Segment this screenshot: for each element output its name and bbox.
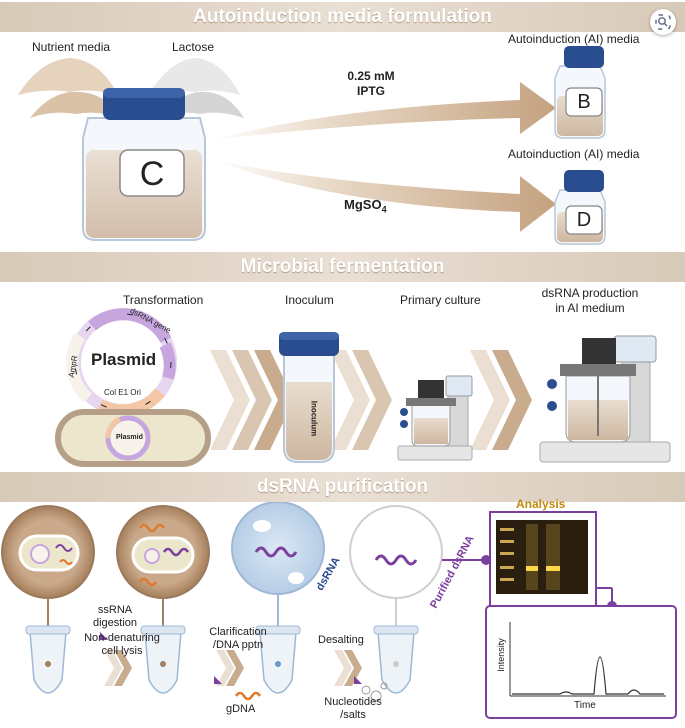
bacterium-cell xyxy=(55,409,211,467)
time-label: Time xyxy=(574,700,596,711)
plasmid-label: Plasmid xyxy=(91,350,157,369)
mgso4-label: MgSO4 xyxy=(344,197,387,215)
zoom-button[interactable] xyxy=(650,9,676,35)
clarified-dsrna-circle xyxy=(231,501,325,595)
nondenat-label-2: cell lysis xyxy=(101,645,143,657)
jar-d-label: D xyxy=(576,209,592,231)
gdna-strand xyxy=(234,691,262,701)
ai-media-b-label: Autoinduction (AI) media xyxy=(508,32,640,46)
nucleotide-circles xyxy=(361,682,388,702)
chevrons-purification xyxy=(100,632,362,686)
ai-media-d-label: Autoinduction (AI) media xyxy=(508,147,640,161)
gdna-label: gDNA xyxy=(226,703,256,715)
primary-culture-label: Primary culture xyxy=(400,293,481,307)
inoculum-tube xyxy=(279,332,339,463)
nondenat-label-1: Non-denaturing xyxy=(84,632,160,644)
banner-purification: dsRNA purification xyxy=(0,472,685,502)
jar-c xyxy=(82,88,206,241)
arrow-to-d xyxy=(212,160,556,232)
purification-tubes xyxy=(25,594,419,694)
analysis-label: Analysis xyxy=(516,497,566,511)
jar-c-label: C xyxy=(139,155,165,193)
production-fermenter xyxy=(539,335,671,463)
dsrna-production-label-2: in AI medium xyxy=(555,301,625,315)
lysis-circle xyxy=(1,505,95,599)
chevrons-transformation-to-inoculum xyxy=(210,350,294,450)
iptg-label: IPTG xyxy=(356,84,385,98)
jar-d xyxy=(554,170,606,245)
iptg-amount-label: 0.25 mM xyxy=(347,69,395,83)
ssrna-label-2: digestion xyxy=(92,617,138,629)
dsrna-production-label-1: dsRNA production xyxy=(541,286,639,300)
desalting-label: Desalting xyxy=(318,634,364,646)
ssrna-digestion-circle xyxy=(116,505,210,599)
lactose-label: Lactose xyxy=(172,40,215,54)
gel-image xyxy=(489,511,597,607)
mgso4-text: MgSO xyxy=(344,197,382,212)
clarification-label-1: Clarification xyxy=(209,626,267,638)
intensity-label: Intensity xyxy=(495,638,506,672)
plasmid-small-label: Plasmid xyxy=(116,434,143,441)
clarification-label-2: /DNA pptn xyxy=(212,639,264,651)
mgso4-subscript: 4 xyxy=(381,204,387,215)
arrow-to-b xyxy=(212,82,556,140)
nutrient-media-label: Nutrient media xyxy=(32,40,111,54)
inoculum-label: Inoculum xyxy=(285,293,334,307)
nutrient-media-powder xyxy=(18,58,122,118)
zoom-icon xyxy=(655,14,671,30)
chevrons-primary-to-production xyxy=(470,350,532,450)
analysis-connector-dot xyxy=(481,555,491,565)
col-e1-label: Col E1 Ori xyxy=(104,388,141,397)
jar-b-label: B xyxy=(577,91,591,113)
transformation-label: Transformation xyxy=(123,293,204,307)
nucleotides-label-1: Nucleotides xyxy=(324,696,382,708)
chromatogram xyxy=(485,605,677,719)
nucleotides-label-2: /salts xyxy=(340,709,366,721)
purified-dsrna-circle xyxy=(349,505,443,599)
primary-culture-fermenter xyxy=(397,375,473,461)
banner-autoinduction: Autoinduction media formulation xyxy=(0,2,685,32)
jar-b xyxy=(554,46,606,139)
chevrons-inoculum-to-primary xyxy=(330,350,392,450)
ssrna-label-1: ssRNA xyxy=(97,604,133,616)
banner-fermentation: Microbial fermentation xyxy=(0,252,685,282)
inoculum-tube-label: Inoculum xyxy=(309,400,319,437)
